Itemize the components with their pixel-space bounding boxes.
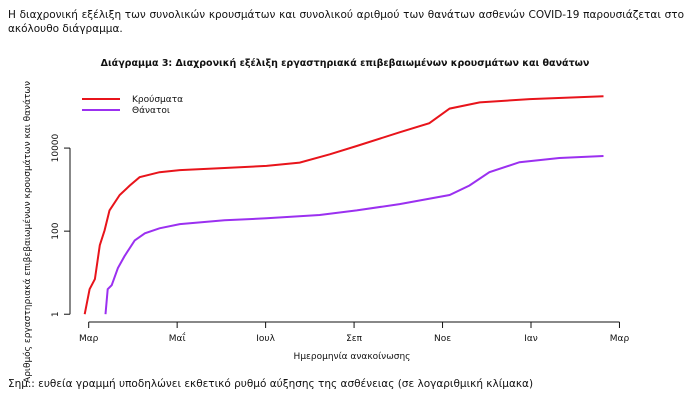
x-tick-label: Σεπ [346,334,363,344]
chart-title: Διάγραμμα 3: Διαχρονική εξέλιξη εργαστηρ… [101,58,590,69]
line-series [104,155,604,315]
y-tick-label: 1 [51,311,61,317]
y-axis-label: Αριθμός εργαστηριακά επιβεβαιωμένων κρου… [22,81,33,383]
x-tick-label: Ιαν [524,334,538,344]
x-tick-label: Νοε [434,334,451,344]
x-tick-label: Μαρ [79,334,99,344]
footnote: Σημ.: ευθεία γραμμή υποδηλώνει εκθετικό … [8,378,534,390]
line-series [83,95,604,315]
legend-label: Θάνατοι [132,106,170,116]
x-tick-label: Μαρ [610,334,630,344]
x-tick-label: Ιουλ [256,334,275,344]
legend-label: Κρούσματα [132,94,183,105]
y-tick-label: 10000 [51,133,61,162]
x-axis-label: Ημερομηνία ανακοίνωσης [294,352,411,362]
y-tick-label: 100 [51,222,61,239]
x-tick-label: Μαΐ [169,332,186,344]
intro-paragraph: Η διαχρονική εξέλιξη των συνολικών κρουσ… [8,9,684,35]
